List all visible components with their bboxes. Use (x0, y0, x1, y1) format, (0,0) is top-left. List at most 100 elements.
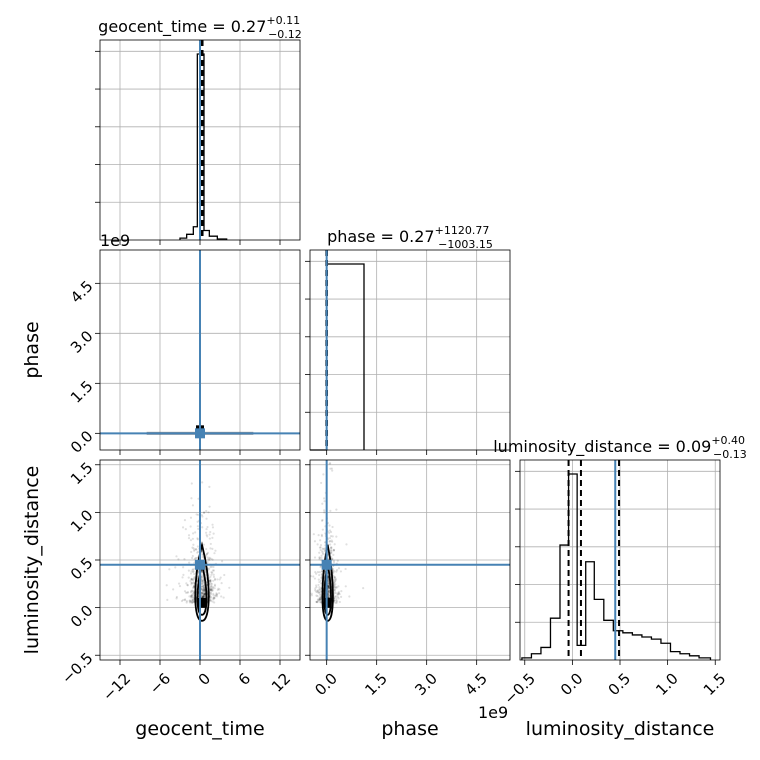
scatter-point (213, 584, 217, 588)
scatter-point (201, 595, 204, 599)
scatter-point (214, 549, 217, 552)
scatter-point (206, 551, 210, 554)
scatter-point (200, 582, 204, 586)
scatter-point (310, 594, 313, 597)
scatter-point (315, 600, 318, 603)
scatter-point (204, 574, 208, 577)
scatter-point (206, 556, 209, 559)
scatter-point (316, 591, 319, 594)
scatter-point (210, 584, 213, 587)
scatter-point (327, 587, 330, 590)
scatter-point (214, 594, 217, 597)
scatter-point (327, 587, 330, 590)
scatter-point (202, 587, 205, 590)
scatter-point (216, 578, 219, 581)
scatter-point (187, 576, 190, 579)
scatter-point (203, 592, 206, 595)
scatter-point (201, 595, 204, 598)
scatter-point (319, 539, 322, 542)
scatter-point (315, 600, 318, 604)
scatter-point (201, 580, 204, 583)
contour-inner (196, 561, 208, 616)
scatter-point (191, 596, 194, 599)
scatter-point (318, 586, 321, 589)
scatter-point (210, 573, 213, 576)
scatter-point (209, 586, 212, 589)
scatter-point (190, 594, 193, 597)
scatter-point (201, 515, 204, 518)
panel-geocent_time-luminosity_distance (99, 459, 301, 661)
scatter-point (336, 593, 339, 597)
scatter-point (333, 575, 336, 579)
scatter-point (166, 598, 169, 601)
scatter-point (318, 598, 322, 601)
scatter-point (328, 536, 332, 540)
scatter-point (196, 551, 199, 554)
scatter-point (327, 589, 330, 593)
scatter-point (327, 579, 330, 582)
x-tick-label: 0.5 (605, 670, 635, 700)
scatter-point (202, 577, 205, 580)
scatter-point (209, 578, 212, 582)
scatter-point (202, 595, 205, 598)
scatter-point (320, 481, 323, 485)
x-axis-label: phase (381, 718, 438, 740)
scatter-point (211, 523, 214, 526)
scatter-point (333, 570, 336, 573)
scatter-point (336, 596, 340, 599)
scatter-point (333, 578, 336, 581)
y-tick-label: 0.0 (67, 427, 97, 457)
x-tick-label: 12 (268, 670, 294, 696)
scatter-point (320, 533, 323, 536)
scatter-point (319, 548, 322, 552)
scatter-point (215, 593, 219, 596)
scatter-point (210, 589, 214, 592)
scatter-points (309, 462, 365, 604)
scatter-point (213, 577, 217, 580)
scatter-point (337, 597, 340, 600)
scatter-point (192, 578, 196, 581)
scatter-point (209, 589, 212, 592)
scatter-point (330, 552, 333, 555)
scatter-point (327, 585, 330, 588)
scatter-point (318, 588, 321, 591)
scatter-point (209, 589, 212, 592)
scatter-point (333, 590, 336, 593)
scatter-point (192, 586, 195, 590)
scatter-point (203, 594, 206, 597)
scatter-point (201, 481, 204, 484)
scatter-point (190, 581, 193, 584)
y-tick-label: 4.5 (67, 277, 97, 307)
scatter-point (330, 550, 333, 553)
scatter-point (319, 565, 322, 569)
scatter-point (182, 573, 185, 576)
title-main: phase = 0.27 (327, 227, 434, 246)
scatter-point (335, 601, 338, 604)
scatter-point (211, 569, 215, 572)
scatter-point (201, 555, 204, 559)
scatter-point (315, 590, 318, 593)
y-axis-label: phase (21, 321, 43, 378)
scatter-point (318, 588, 322, 592)
scatter-point (211, 558, 214, 561)
scatter-point (340, 595, 343, 598)
scatter-point (335, 570, 338, 573)
grid-layer (100, 40, 720, 660)
scatter-point (213, 601, 216, 604)
scatter-point (205, 509, 208, 513)
scatter-point (209, 542, 212, 546)
scatter-point (217, 592, 221, 595)
scatter-point (193, 561, 196, 565)
frame-layer (95, 39, 721, 665)
scatter-point (321, 547, 324, 550)
scatter-point (201, 594, 204, 597)
scatter-point (217, 587, 220, 590)
scatter-point (208, 537, 211, 540)
scatter-point (192, 547, 195, 550)
scatter-point (333, 580, 336, 583)
scatter-point (203, 594, 206, 597)
scatter-point (328, 531, 331, 534)
scatter-point (211, 588, 214, 591)
scatter-point (192, 592, 195, 595)
scatter-point (190, 583, 193, 586)
